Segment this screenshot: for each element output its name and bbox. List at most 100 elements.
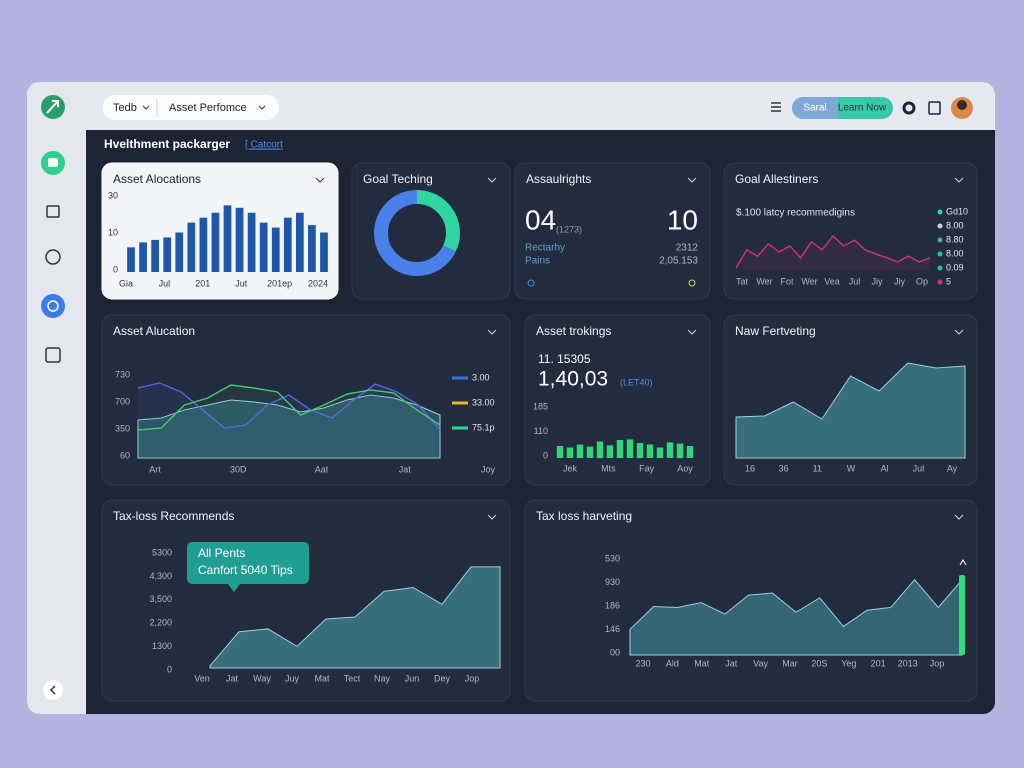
sidebar (27, 82, 86, 714)
y-tick-label: 30 (108, 190, 118, 200)
stat: (1273) (556, 224, 582, 234)
legend-swatch (937, 209, 943, 215)
stat: 2,05.153 (659, 256, 698, 267)
card-menu[interactable] (954, 177, 964, 183)
collapse-button[interactable] (43, 680, 63, 700)
legend-label: 3.00 (472, 372, 490, 382)
legend-label: 33.00 (472, 397, 495, 407)
page-title: Hvelthment packarger (104, 137, 230, 151)
x-tick-label: Fot (780, 276, 794, 286)
bar (646, 444, 654, 458)
legend-label: 5 (946, 276, 951, 286)
menu-icon[interactable] (771, 102, 781, 112)
chevron (142, 105, 150, 110)
y-tick-label: 530 (605, 553, 620, 563)
button[interactable]: Saral (803, 103, 826, 114)
stat: 10 (667, 204, 698, 235)
x-tick-label: Mts (601, 463, 616, 473)
x-tick-label: 30D (230, 464, 247, 474)
x-tick-label: Ay (947, 463, 958, 473)
y-tick-label: 350 (115, 423, 130, 433)
card-menu[interactable] (487, 329, 497, 335)
card-menu[interactable] (487, 177, 497, 183)
y-tick-label: 00 (610, 647, 620, 657)
x-tick-label: Jop (930, 658, 945, 668)
x-tick-label: Fay (639, 463, 655, 473)
bar (656, 447, 664, 458)
line (735, 234, 931, 269)
card-title: Naw Fertveting (735, 324, 816, 338)
card (524, 314, 711, 486)
stat: (LET40) (620, 377, 653, 387)
x-tick-label: Jop (465, 673, 480, 683)
x-tick-label: 2013 (898, 658, 918, 668)
x-tick-label: Ald (666, 658, 679, 668)
card-menu[interactable] (487, 514, 497, 520)
bar (235, 207, 244, 272)
nav-bag[interactable] (46, 205, 60, 218)
bar (127, 247, 135, 272)
card-title: Assaulrights (526, 172, 591, 186)
settings-icon[interactable] (902, 101, 916, 115)
x-tick-label: Jek (563, 463, 578, 473)
tab[interactable]: Asset Perfomce (169, 102, 247, 114)
highlight-marker (959, 559, 967, 566)
x-tick-label: Wer (756, 276, 772, 286)
bar (259, 222, 268, 272)
calendar-icon[interactable] (928, 101, 941, 115)
x-tick-label: Jiy (872, 276, 883, 286)
card-menu[interactable] (687, 177, 697, 183)
bar (223, 205, 232, 272)
y-tick-label: 0 (543, 450, 548, 460)
card (723, 162, 978, 300)
card-menu[interactable] (687, 329, 697, 335)
bar (139, 242, 147, 272)
card-menu[interactable] (315, 177, 325, 183)
x-tick-label: Jul (913, 463, 925, 473)
x-tick-label: Vea (824, 276, 840, 286)
card-menu[interactable] (954, 329, 964, 335)
legend-label: 8.00 (946, 248, 964, 258)
bar (566, 447, 574, 458)
x-tick-label: Gia (119, 278, 133, 288)
legend-swatch (937, 223, 943, 229)
collapse-icon (49, 685, 56, 695)
bar (576, 444, 584, 458)
card-title: Asset Alocations (113, 172, 201, 186)
x-tick-label: Mat (314, 673, 330, 683)
x-tick-label: 201 (871, 658, 886, 668)
x-tick-label: Jat (399, 464, 412, 474)
legend-swatch (937, 265, 943, 271)
x-tick-label: Aat (315, 464, 329, 474)
y-tick-label: 930 (605, 577, 620, 587)
bar (606, 445, 614, 458)
tab[interactable]: Tedb (113, 102, 137, 114)
y-tick-label: 10 (108, 227, 118, 237)
page-link[interactable]: [ Catcort (245, 140, 283, 151)
card-title: Goal Teching (363, 172, 433, 186)
x-tick-label: Joy (481, 464, 496, 474)
y-tick-label: 4,300 (149, 571, 172, 581)
x-tick-label: Op (916, 276, 928, 286)
y-tick-label: 5300 (152, 547, 172, 557)
nav-active[interactable] (41, 294, 65, 318)
x-tick-label: Vay (753, 658, 768, 668)
x-tick-label: 16 (745, 463, 755, 473)
nav-target[interactable] (45, 249, 61, 265)
x-tick-label: Jul (849, 276, 861, 286)
stat: 11. 15305 (538, 352, 591, 366)
card-menu[interactable] (954, 514, 964, 520)
bar (586, 446, 594, 458)
bar (295, 212, 304, 272)
x-tick-label: 2024 (308, 278, 328, 288)
bar (211, 212, 220, 272)
nav-docs[interactable] (45, 347, 61, 363)
button[interactable]: Learn Now (838, 103, 887, 114)
x-tick-label: Aoy (677, 463, 693, 473)
x-tick-label: Al (881, 463, 889, 473)
y-tick-label: 1300 (152, 641, 172, 651)
area (735, 362, 966, 459)
x-tick-label: Way (253, 673, 271, 683)
x-tick-label: 20S (811, 658, 827, 668)
